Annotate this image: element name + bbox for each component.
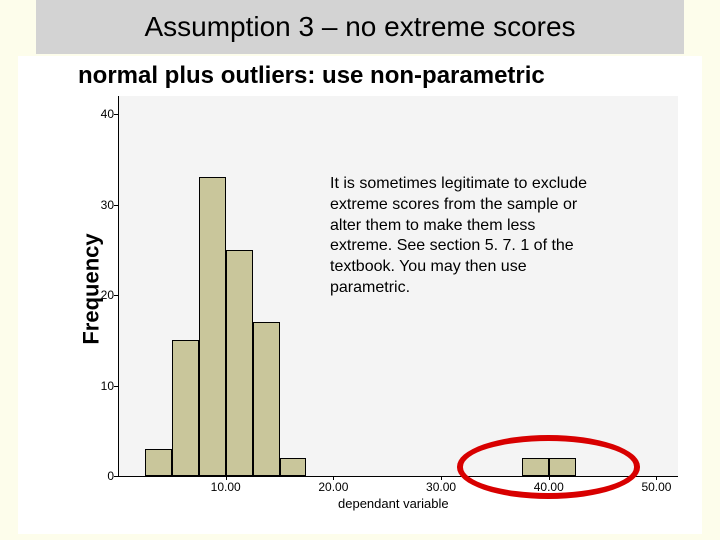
histogram-bar (226, 250, 253, 476)
y-tick-label: 40 (101, 107, 114, 121)
y-tick-label: 20 (101, 288, 114, 302)
outlier-ellipse (457, 435, 640, 498)
y-tick-mark (114, 386, 118, 387)
histogram-bar (145, 449, 172, 476)
histogram-bar (253, 322, 280, 476)
x-tick-mark (656, 476, 657, 480)
x-tick-label: 10.00 (211, 480, 241, 494)
y-tick-label: 30 (101, 198, 114, 212)
annotation-text: It is sometimes legitimate to exclude ex… (330, 174, 600, 299)
x-tick-label: 20.00 (318, 480, 348, 494)
x-tick-label: 30.00 (426, 480, 456, 494)
slide-title: Assumption 3 – no extreme scores (144, 11, 575, 43)
histogram-bar (172, 340, 199, 476)
y-tick-label: 10 (101, 379, 114, 393)
chart-title: normal plus outliers: use non-parametric (78, 62, 545, 90)
x-tick-mark (333, 476, 334, 480)
histogram-bar (199, 177, 226, 476)
chart-container: normal plus outliers: use non-parametric… (18, 56, 702, 534)
y-tick-mark (114, 114, 118, 115)
x-tick-mark (441, 476, 442, 480)
y-tick-mark (114, 205, 118, 206)
x-tick-label: 50.00 (641, 480, 671, 494)
y-tick-mark (114, 295, 118, 296)
y-axis-line (118, 96, 119, 476)
y-tick-label: 0 (107, 469, 114, 483)
histogram-bar (280, 458, 307, 476)
y-tick-mark (114, 476, 118, 477)
slide-title-bar: Assumption 3 – no extreme scores (36, 0, 684, 54)
x-tick-mark (226, 476, 227, 480)
x-axis-label: dependant variable (338, 496, 449, 511)
